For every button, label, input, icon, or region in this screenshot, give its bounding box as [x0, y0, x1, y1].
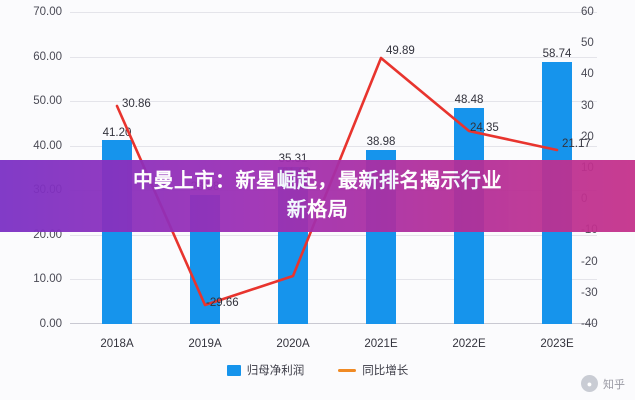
- overlay-title-line2: 新格局: [286, 199, 349, 221]
- y-tick-label-left: 10.00: [33, 273, 62, 285]
- y-tick-label-right: 30: [581, 99, 594, 112]
- gridline: [70, 101, 597, 102]
- x-tick-label: 2019A: [188, 338, 222, 350]
- line-value-label: 24.35: [470, 122, 499, 134]
- y-tick-label-left: 70.00: [33, 6, 62, 18]
- y-tick-label-left: 0.00: [39, 317, 62, 330]
- y-tick-label-left: 50.00: [33, 95, 62, 107]
- x-tick-label: 2021E: [364, 338, 398, 350]
- y-tick-label-left: 60.00: [33, 50, 62, 63]
- overlay-title-line1: 中曼上市：新星崛起，最新排名揭示行业: [133, 170, 502, 192]
- legend-swatch-bar-icon: [226, 364, 241, 376]
- legend-item-line: 同比增长: [338, 362, 408, 378]
- line-value-label: 30.86: [122, 98, 151, 110]
- gridline: [70, 56, 597, 58]
- y-tick-label-right: -30: [581, 286, 598, 299]
- y-tick-label-left: 40.00: [33, 139, 62, 152]
- bar-value-label: 41.20: [102, 127, 132, 139]
- x-axis: [70, 323, 597, 324]
- gridline: [70, 234, 597, 236]
- line-value-label: -29.66: [206, 297, 239, 309]
- watermark: ● 知乎: [581, 375, 625, 392]
- legend-swatch-line-icon: [338, 368, 357, 372]
- y-tick-label-right: -20: [581, 255, 598, 268]
- overlay-title: 中曼上市：新星崛起，最新排名揭示行业 新格局: [109, 167, 526, 225]
- line-value-label: 49.89: [386, 45, 415, 57]
- legend-item-bar: 归母净利润: [226, 362, 305, 378]
- chart-legend: 归母净利润 同比增长: [0, 362, 635, 378]
- y-tick-label-right: 60: [581, 6, 594, 18]
- gridline: [70, 145, 597, 147]
- x-tick-label: 2023E: [540, 338, 574, 350]
- overlay-banner: 中曼上市：新星崛起，最新排名揭示行业 新格局: [0, 160, 635, 232]
- gridline: [70, 279, 597, 280]
- y-tick-label-right: -40: [581, 318, 598, 330]
- gridline: [70, 12, 597, 13]
- bar-value-label: 48.48: [454, 94, 484, 106]
- legend-label-line: 同比增长: [362, 365, 409, 377]
- y-tick-label-right: 20: [581, 130, 594, 143]
- x-tick-label: 2022E: [452, 338, 486, 350]
- bar-value-label: 38.98: [366, 136, 396, 148]
- watermark-label: 知乎: [603, 378, 625, 391]
- bar-value-label: 58.74: [542, 48, 572, 60]
- line-value-label: 21.17: [562, 138, 591, 150]
- y-tick-label-right: 50: [581, 37, 594, 50]
- y-tick-label-right: 40: [581, 68, 594, 81]
- x-tick-label: 2020A: [276, 338, 310, 350]
- legend-label-bar: 归母净利润: [246, 365, 305, 377]
- x-tick-label: 2018A: [100, 338, 134, 350]
- avatar-icon: ●: [581, 375, 598, 392]
